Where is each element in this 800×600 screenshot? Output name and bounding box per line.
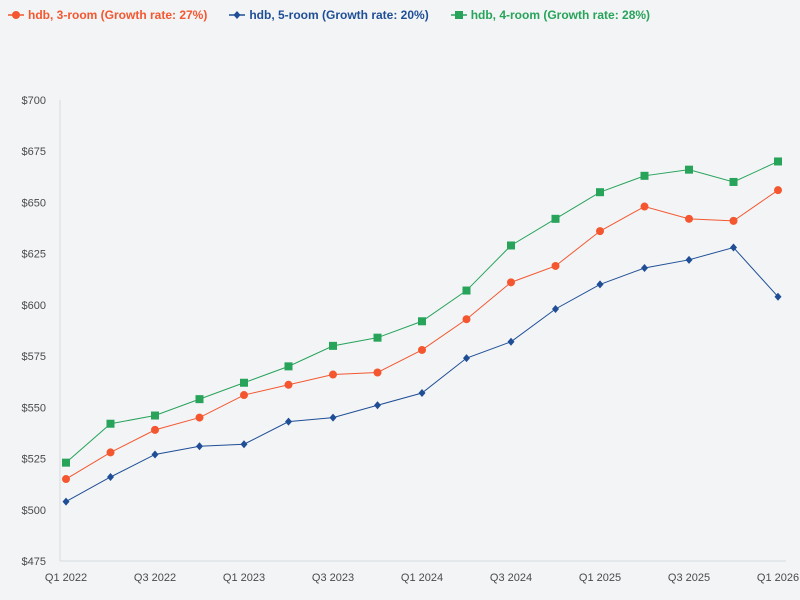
data-point	[507, 278, 515, 287]
y-tick-label: $575	[22, 351, 46, 363]
data-point	[196, 442, 203, 451]
x-tick-label: Q3 2023	[312, 572, 354, 584]
data-point	[106, 419, 115, 428]
data-point	[774, 157, 782, 166]
data-point	[240, 440, 248, 449]
legend-item[interactable]: hdb, 4-room (Growth rate: 28%)	[450, 8, 651, 22]
data-point	[240, 378, 248, 387]
circle-marker-icon	[8, 11, 24, 19]
x-tick-label: Q1 2023	[223, 572, 265, 584]
data-point	[641, 264, 648, 273]
data-point	[462, 286, 471, 295]
series-line	[65, 189, 779, 480]
data-point	[373, 333, 382, 342]
series-line	[65, 161, 779, 464]
data-point	[329, 370, 337, 379]
data-point	[507, 241, 515, 250]
data-point	[62, 458, 70, 467]
data-point	[374, 401, 381, 410]
data-point	[774, 292, 782, 301]
data-point	[151, 425, 159, 434]
legend-label: hdb, 3-room (Growth rate: 27%)	[28, 8, 208, 22]
data-point	[507, 337, 515, 346]
x-tick-label: Q1 2026	[757, 572, 799, 584]
x-tick-label: Q3 2022	[134, 572, 176, 584]
data-point	[463, 354, 470, 363]
data-point	[240, 391, 248, 400]
data-point	[195, 395, 204, 404]
data-point	[596, 227, 604, 236]
data-point	[685, 255, 693, 264]
diamond-marker-icon	[229, 11, 246, 19]
series-2	[62, 243, 782, 506]
data-point	[62, 497, 70, 506]
data-point	[596, 280, 604, 289]
legend-item[interactable]: hdb, 3-room (Growth rate: 27%)	[8, 8, 207, 22]
data-point	[418, 317, 426, 326]
data-point	[284, 362, 293, 371]
series-line	[65, 246, 779, 503]
data-point	[551, 261, 560, 270]
data-point	[329, 413, 337, 422]
y-tick-label: $625	[22, 249, 46, 261]
data-point	[284, 380, 293, 389]
y-tick-label: $600	[22, 300, 46, 312]
data-point	[195, 413, 204, 422]
x-tick-label: Q3 2024	[490, 572, 532, 584]
data-point	[62, 475, 70, 484]
y-tick-label: $475	[22, 556, 46, 568]
data-point	[551, 214, 560, 223]
data-point	[596, 188, 604, 197]
y-tick-label: $675	[22, 146, 46, 158]
data-point	[729, 177, 738, 186]
x-tick-label: Q1 2024	[401, 572, 443, 584]
square-marker-icon	[450, 11, 467, 19]
data-point	[151, 411, 159, 420]
data-point	[106, 448, 115, 457]
data-point	[151, 450, 159, 459]
data-point	[774, 186, 782, 195]
data-point	[730, 243, 737, 252]
legend: hdb, 3-room (Growth rate: 27%) hdb, 5-roo…	[8, 8, 650, 22]
data-point	[107, 472, 114, 481]
data-point	[462, 315, 471, 324]
y-tick-label: $700	[22, 95, 46, 107]
y-tick-label: $500	[22, 505, 46, 517]
data-point	[418, 388, 426, 397]
legend-label: hdb, 4-room (Growth rate: 28%)	[470, 8, 651, 22]
legend-label: hdb, 5-room (Growth rate: 20%)	[249, 8, 429, 22]
data-point	[685, 165, 693, 174]
x-tick-label: Q3 2025	[668, 572, 710, 584]
data-point	[418, 345, 426, 354]
y-tick-label: $550	[22, 402, 46, 414]
legend-item[interactable]: hdb, 5-room (Growth rate: 20%)	[229, 8, 429, 22]
series-1	[62, 186, 782, 484]
data-point	[373, 368, 382, 377]
series-3	[62, 157, 782, 467]
data-point	[640, 171, 649, 180]
data-point	[285, 417, 292, 426]
data-point	[685, 214, 693, 223]
data-point	[729, 216, 738, 225]
data-point	[640, 202, 649, 211]
y-tick-label: $525	[22, 454, 46, 466]
x-tick-label: Q1 2025	[579, 572, 621, 584]
y-tick-label: $650	[22, 197, 46, 209]
data-point	[552, 304, 559, 313]
x-tick-label: Q1 2022	[45, 572, 87, 584]
data-point	[329, 341, 337, 350]
